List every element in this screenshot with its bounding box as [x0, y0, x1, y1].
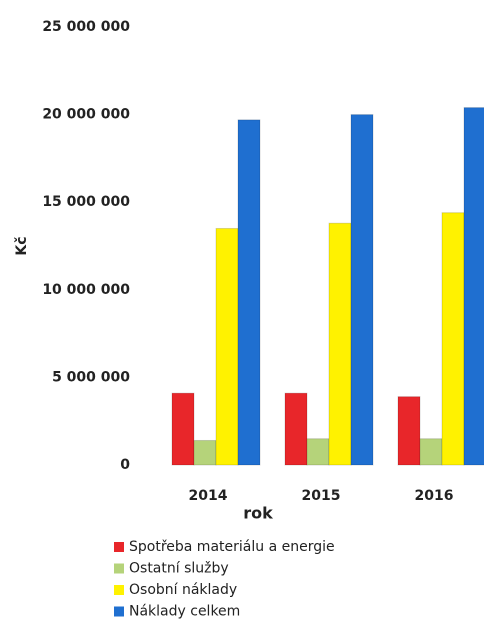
- y-tick-label: 20 000 000: [42, 107, 130, 123]
- bar: [193, 439, 217, 466]
- y-tick-label: 15 000 000: [42, 194, 130, 210]
- legend-label: Náklady celkem: [129, 604, 240, 620]
- bar: [306, 438, 330, 466]
- bar: [328, 222, 352, 466]
- legend-label: Spotřeba materiálu a energie: [129, 539, 335, 555]
- y-axis-label: Kč: [14, 236, 30, 255]
- x-axis-label: rok: [243, 504, 273, 523]
- y-tick-label: 10 000 000: [42, 282, 130, 298]
- y-tick-label: 5 000 000: [52, 369, 130, 385]
- bar: [350, 114, 374, 466]
- legend-swatch: [114, 542, 124, 552]
- x-tick-label: 2014: [189, 488, 228, 504]
- y-tick-label: 25 000 000: [42, 19, 130, 35]
- legend-swatch: [114, 606, 124, 617]
- bar: [441, 212, 465, 466]
- bar: [419, 438, 443, 466]
- legend-swatch: [114, 585, 124, 595]
- legend-swatch: [114, 563, 124, 574]
- bar: [463, 107, 484, 466]
- bar: [171, 392, 195, 466]
- x-tick-label: 2015: [302, 488, 341, 504]
- legend-label: Ostatní služby: [129, 561, 229, 577]
- legend-label: Osobní náklady: [129, 582, 237, 598]
- y-tick-label: 0: [120, 457, 130, 473]
- x-tick-label: 2016: [415, 488, 454, 504]
- bar: [215, 227, 239, 466]
- bar: [397, 396, 421, 466]
- bar: [237, 119, 261, 466]
- bar: [284, 392, 308, 466]
